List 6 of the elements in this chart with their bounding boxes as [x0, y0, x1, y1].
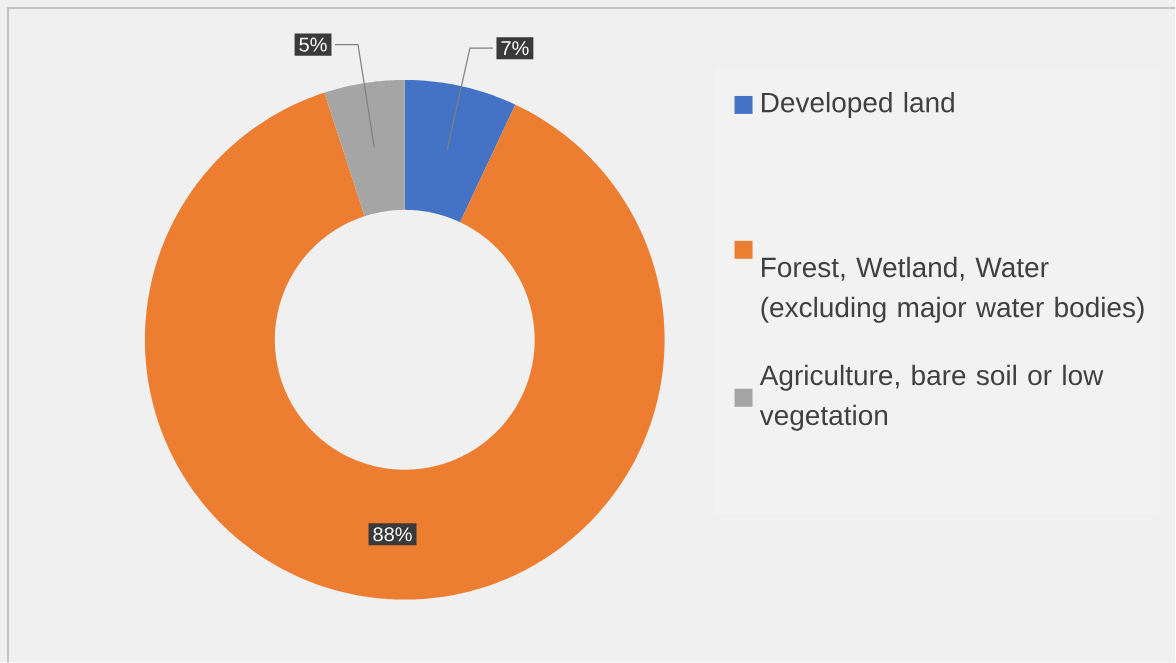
- data-label: 88%: [373, 527, 412, 542]
- slice-label: Forest, Wetland, Water (excluding major water bodies): [761, 256, 1144, 323]
- legend-label: Developed land: [762, 91, 954, 118]
- data-label: 7%: [501, 41, 529, 55]
- data-label: 5%: [299, 37, 327, 52]
- legend-label: Agriculture, bare soil or low vegetation: [759, 364, 1104, 431]
